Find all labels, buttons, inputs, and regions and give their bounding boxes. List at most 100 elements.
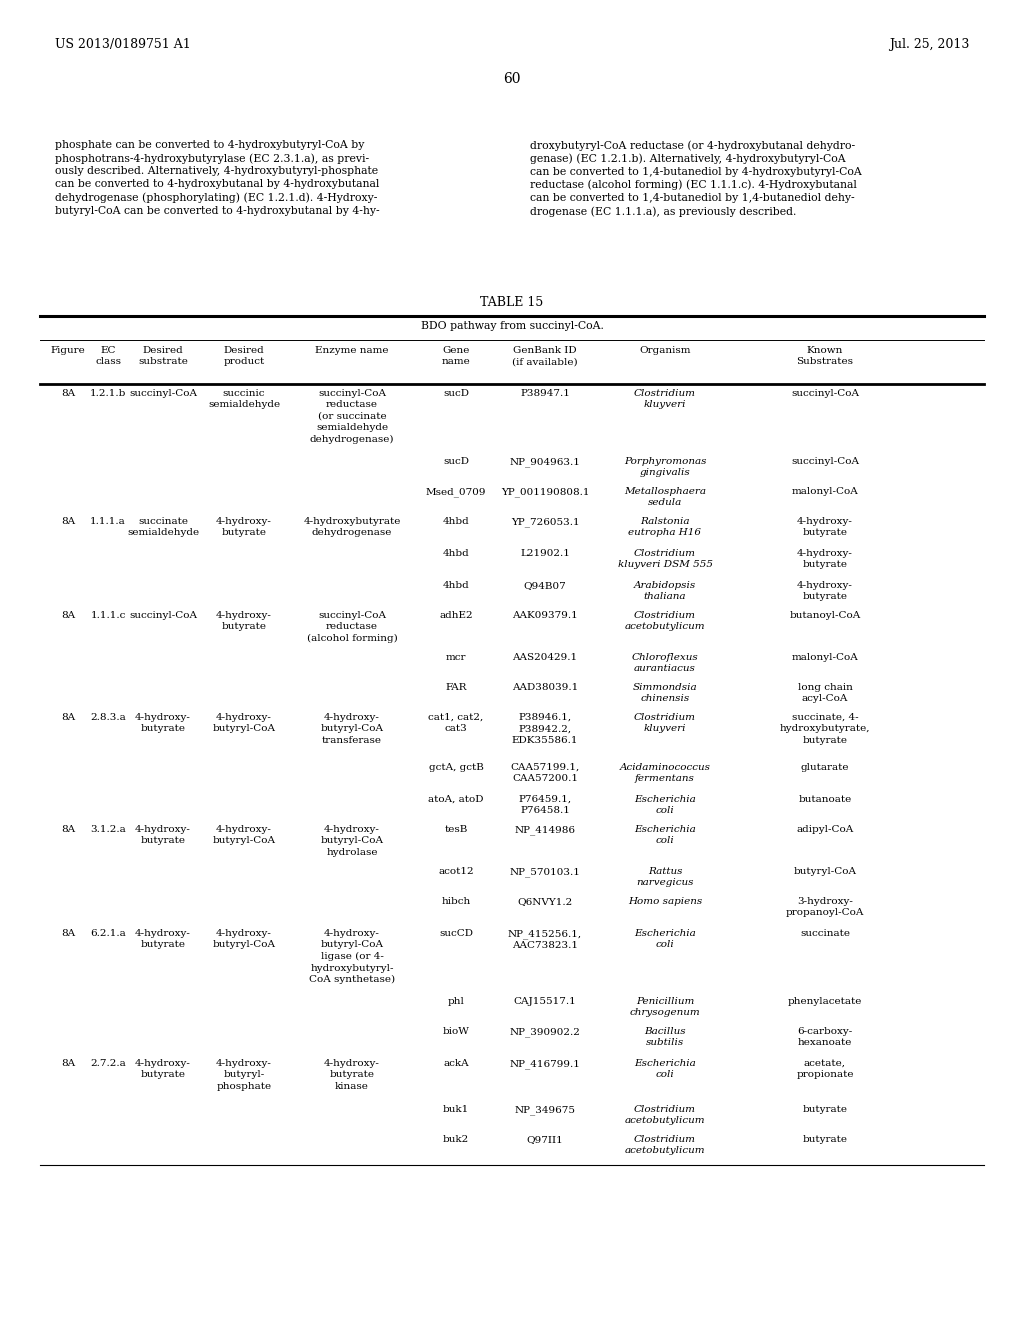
Text: 4-hydroxybutyrate
dehydrogenase: 4-hydroxybutyrate dehydrogenase xyxy=(303,517,400,537)
Text: 2.7.2.a: 2.7.2.a xyxy=(90,1059,126,1068)
Text: P38946.1,
P38942.2,
EDK35586.1: P38946.1, P38942.2, EDK35586.1 xyxy=(512,713,579,744)
Text: succinyl-CoA: succinyl-CoA xyxy=(791,457,859,466)
Text: 4-hydroxy-
butyrate: 4-hydroxy- butyrate xyxy=(135,825,190,845)
Text: AAK09379.1: AAK09379.1 xyxy=(512,611,578,620)
Text: NP_414986: NP_414986 xyxy=(514,825,575,834)
Text: butanoate: butanoate xyxy=(799,795,852,804)
Text: Bacillus
subtilis: Bacillus subtilis xyxy=(644,1027,686,1048)
Text: malonyl-CoA: malonyl-CoA xyxy=(792,487,858,496)
Text: 6.2.1.a: 6.2.1.a xyxy=(90,929,126,939)
Text: Desired
substrate: Desired substrate xyxy=(138,346,188,367)
Text: 4-hydroxy-
butyrate: 4-hydroxy- butyrate xyxy=(135,713,190,734)
Text: Escherichia
coli: Escherichia coli xyxy=(634,795,696,816)
Text: Msed_0709: Msed_0709 xyxy=(426,487,486,496)
Text: bioW: bioW xyxy=(442,1027,469,1036)
Text: Arabidopsis
thaliana: Arabidopsis thaliana xyxy=(634,581,696,602)
Text: succinate, 4-
hydroxybutyrate,
butyrate: succinate, 4- hydroxybutyrate, butyrate xyxy=(779,713,870,744)
Text: BDO pathway from succinyl-CoA.: BDO pathway from succinyl-CoA. xyxy=(421,321,603,331)
Text: Homo sapiens: Homo sapiens xyxy=(628,898,702,906)
Text: Porphyromonas
gingivalis: Porphyromonas gingivalis xyxy=(624,457,707,478)
Text: adipyl-CoA: adipyl-CoA xyxy=(797,825,854,834)
Text: Gene
name: Gene name xyxy=(441,346,470,367)
Text: 8A: 8A xyxy=(61,389,75,399)
Text: succinic
semialdehyde: succinic semialdehyde xyxy=(208,389,280,409)
Text: P76459.1,
P76458.1: P76459.1, P76458.1 xyxy=(518,795,571,816)
Text: adhE2: adhE2 xyxy=(439,611,473,620)
Text: butanoyl-CoA: butanoyl-CoA xyxy=(790,611,860,620)
Text: AAD38039.1: AAD38039.1 xyxy=(512,682,579,692)
Text: Clostridium
acetobutylicum: Clostridium acetobutylicum xyxy=(625,1135,706,1155)
Text: 4hbd: 4hbd xyxy=(442,549,469,558)
Text: AAS20429.1: AAS20429.1 xyxy=(512,653,578,663)
Text: malonyl-CoA: malonyl-CoA xyxy=(792,653,858,663)
Text: mcr: mcr xyxy=(445,653,466,663)
Text: Enzyme name: Enzyme name xyxy=(315,346,389,355)
Text: 4-hydroxy-
butyryl-CoA: 4-hydroxy- butyryl-CoA xyxy=(213,825,275,845)
Text: NP_570103.1: NP_570103.1 xyxy=(510,867,581,876)
Text: Clostridium
acetobutylicum: Clostridium acetobutylicum xyxy=(625,611,706,631)
Text: NP_415256.1,
AAC73823.1: NP_415256.1, AAC73823.1 xyxy=(508,929,582,950)
Text: FAR: FAR xyxy=(445,682,467,692)
Text: buk2: buk2 xyxy=(442,1135,469,1144)
Text: succinyl-CoA: succinyl-CoA xyxy=(129,611,197,620)
Text: phl: phl xyxy=(447,997,465,1006)
Text: Ralstonia
eutropha H16: Ralstonia eutropha H16 xyxy=(629,517,701,537)
Text: Escherichia
coli: Escherichia coli xyxy=(634,825,696,845)
Text: buk1: buk1 xyxy=(442,1105,469,1114)
Text: Simmondsia
chinensis: Simmondsia chinensis xyxy=(633,682,697,704)
Text: Q6NVY1.2: Q6NVY1.2 xyxy=(517,898,572,906)
Text: acetate,
propionate: acetate, propionate xyxy=(797,1059,854,1080)
Text: succinyl-CoA
reductase
(or succinate
semialdehyde
dehydrogenase): succinyl-CoA reductase (or succinate sem… xyxy=(309,389,394,444)
Text: 8A: 8A xyxy=(61,929,75,939)
Text: Organism: Organism xyxy=(639,346,691,355)
Text: 4hbd: 4hbd xyxy=(442,581,469,590)
Text: 4-hydroxy-
butyrate: 4-hydroxy- butyrate xyxy=(135,1059,190,1080)
Text: gctA, gctB: gctA, gctB xyxy=(429,763,483,772)
Text: sucD: sucD xyxy=(443,457,469,466)
Text: 8A: 8A xyxy=(61,713,75,722)
Text: 8A: 8A xyxy=(61,611,75,620)
Text: long chain
acyl-CoA: long chain acyl-CoA xyxy=(798,682,852,704)
Text: 1.1.1.a: 1.1.1.a xyxy=(90,517,126,525)
Text: L21902.1: L21902.1 xyxy=(520,549,570,558)
Text: NP_904963.1: NP_904963.1 xyxy=(510,457,581,467)
Text: 4-hydroxy-
butyrate: 4-hydroxy- butyrate xyxy=(216,611,272,631)
Text: CAA57199.1,
CAA57200.1: CAA57199.1, CAA57200.1 xyxy=(510,763,580,784)
Text: succinyl-CoA: succinyl-CoA xyxy=(129,389,197,399)
Text: butyrate: butyrate xyxy=(803,1105,848,1114)
Text: Escherichia
coli: Escherichia coli xyxy=(634,1059,696,1080)
Text: YP_001190808.1: YP_001190808.1 xyxy=(501,487,589,496)
Text: NP_416799.1: NP_416799.1 xyxy=(510,1059,581,1069)
Text: Chloroflexus
aurantiacus: Chloroflexus aurantiacus xyxy=(632,653,698,673)
Text: 4-hydroxy-
butyryl-CoA: 4-hydroxy- butyryl-CoA xyxy=(213,713,275,734)
Text: atoA, atoD: atoA, atoD xyxy=(428,795,483,804)
Text: 4-hydroxy-
butyryl-CoA
ligase (or 4-
hydroxybutyryl-
CoA synthetase): 4-hydroxy- butyryl-CoA ligase (or 4- hyd… xyxy=(309,929,395,985)
Text: 4-hydroxy-
butyrate: 4-hydroxy- butyrate xyxy=(216,517,272,537)
Text: 1.1.1.c: 1.1.1.c xyxy=(90,611,126,620)
Text: 60: 60 xyxy=(503,73,521,86)
Text: Rattus
narvegicus: Rattus narvegicus xyxy=(636,867,693,887)
Text: GenBank ID
(if available): GenBank ID (if available) xyxy=(512,346,578,367)
Text: 4-hydroxy-
butyrate: 4-hydroxy- butyrate xyxy=(797,549,853,569)
Text: 4-hydroxy-
butyrate: 4-hydroxy- butyrate xyxy=(135,929,190,949)
Text: Metallosphaera
sedula: Metallosphaera sedula xyxy=(624,487,706,507)
Text: 1.2.1.b: 1.2.1.b xyxy=(90,389,126,399)
Text: 4-hydroxy-
butyryl-CoA
transferase: 4-hydroxy- butyryl-CoA transferase xyxy=(321,713,384,744)
Text: Penicillium
chrysogenum: Penicillium chrysogenum xyxy=(630,997,700,1018)
Text: succinate: succinate xyxy=(800,929,850,939)
Text: succinyl-CoA: succinyl-CoA xyxy=(791,389,859,399)
Text: succinate
semialdehyde: succinate semialdehyde xyxy=(127,517,199,537)
Text: Clostridium
acetobutylicum: Clostridium acetobutylicum xyxy=(625,1105,706,1126)
Text: phenylacetate: phenylacetate xyxy=(787,997,862,1006)
Text: YP_726053.1: YP_726053.1 xyxy=(511,517,580,527)
Text: NP_390902.2: NP_390902.2 xyxy=(510,1027,581,1036)
Text: succinyl-CoA
reductase
(alcohol forming): succinyl-CoA reductase (alcohol forming) xyxy=(306,611,397,643)
Text: hibch: hibch xyxy=(441,898,471,906)
Text: US 2013/0189751 A1: US 2013/0189751 A1 xyxy=(55,38,190,51)
Text: 3-hydroxy-
propanoyl-CoA: 3-hydroxy- propanoyl-CoA xyxy=(785,898,864,917)
Text: P38947.1: P38947.1 xyxy=(520,389,570,399)
Text: 4-hydroxy-
butyrate: 4-hydroxy- butyrate xyxy=(797,517,853,537)
Text: 4-hydroxy-
butyrate
kinase: 4-hydroxy- butyrate kinase xyxy=(324,1059,380,1090)
Text: 8A: 8A xyxy=(61,825,75,834)
Text: 2.8.3.a: 2.8.3.a xyxy=(90,713,126,722)
